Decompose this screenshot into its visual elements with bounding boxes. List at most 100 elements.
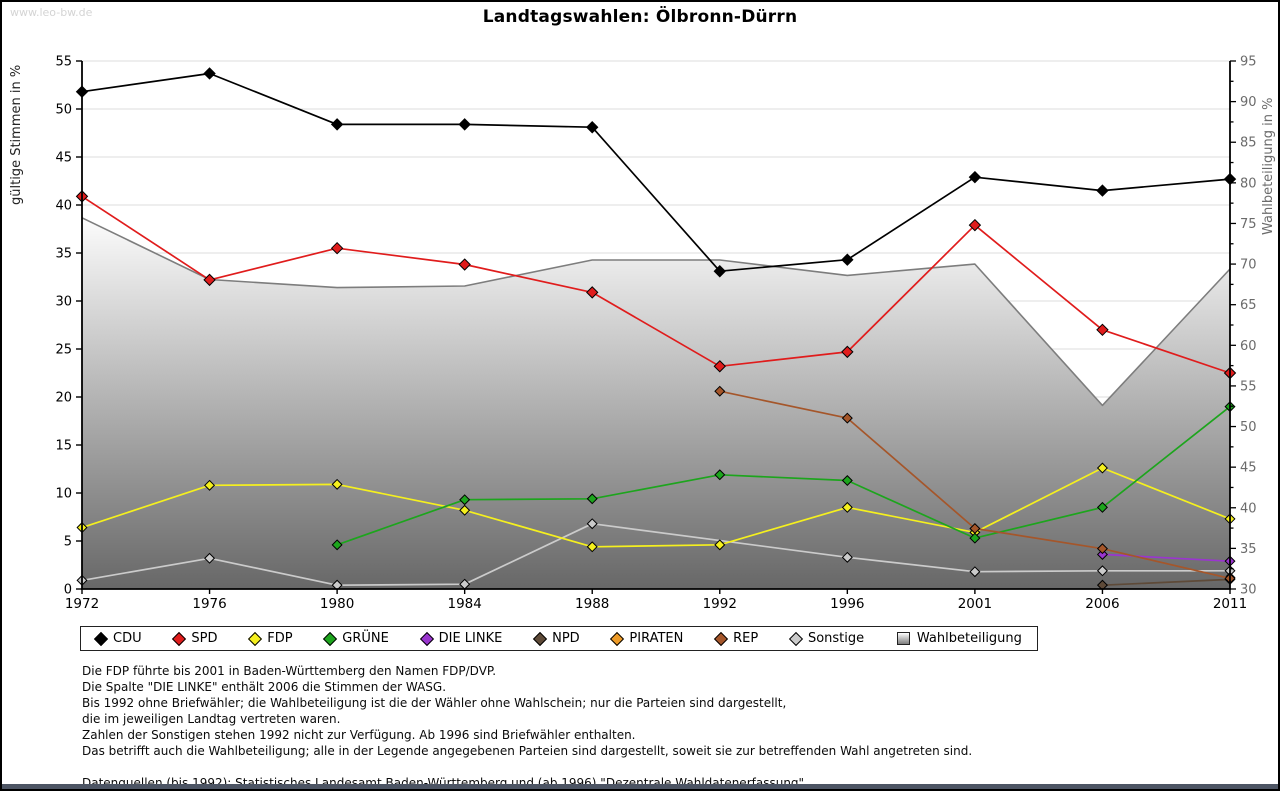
footnote-line [82, 759, 972, 775]
marker-sonstige [586, 518, 598, 530]
right-tick-label: 90 [1240, 95, 1257, 110]
right-axis-title: Wahlbeteiligung in % [1261, 98, 1276, 235]
right-tick-label: 45 [1240, 461, 1257, 476]
marker-gr-ne [1096, 501, 1108, 513]
participation-area [82, 217, 1230, 590]
series-line-spd [81, 195, 1231, 374]
marker-rep [841, 412, 853, 424]
series-gr-ne [331, 401, 1236, 551]
marker-gr-ne [714, 469, 726, 481]
legend-item-cdu: CDU [93, 631, 142, 646]
year-label: 1992 [703, 596, 737, 612]
legend: CDU SPD FDP GRÜNE DIE LINKE NPD PIRATEN REP Sons… [80, 626, 1038, 651]
legend-label-die-linke: DIE LINKE [438, 631, 503, 646]
year-label: 1972 [65, 596, 99, 612]
left-axis-title: gültige Stimmen in % [9, 65, 24, 205]
legend-label-sonstige: Sonstige [807, 631, 865, 646]
marker-fdp [331, 478, 343, 490]
marker-fdp [714, 539, 726, 551]
marker-die-linke [1096, 548, 1108, 560]
marker-cdu [968, 170, 982, 184]
marker-spd [586, 286, 599, 299]
marker-fdp [1096, 462, 1108, 474]
marker-spd [968, 218, 982, 232]
legend-item-piraten: PIRATEN [610, 631, 683, 646]
marker-rep [714, 385, 726, 397]
left-tick-label: 0 [64, 583, 72, 598]
left-tick-label: 55 [55, 55, 72, 70]
footnote-line: Das betrifft auch die Wahlbeteiligung; a… [82, 744, 973, 758]
participation-outline [81, 217, 1231, 407]
axes: 0 5 10 15 20 25 30 35 40 45 50 55 30 35 40 45 50 55 60 65 70… [55, 55, 1256, 613]
legend-label-wahlbeteiligung: Wahlbeteiligung [916, 631, 1022, 646]
right-tick-label: 65 [1240, 298, 1257, 313]
footnote-line: Zahlen der Sonstigen stehen 1992 nicht z… [82, 728, 636, 742]
marker-spd [330, 241, 344, 255]
right-tick-label: 80 [1240, 176, 1257, 191]
marker-spd [841, 345, 854, 359]
marker-cdu [330, 118, 344, 131]
year-label: 1976 [192, 596, 226, 612]
marker-spd [203, 273, 216, 287]
right-tick-label: 95 [1240, 55, 1257, 70]
right-tick-label: 75 [1240, 217, 1257, 232]
left-tick-label: 35 [55, 247, 72, 262]
footnote-line: Die FDP führte bis 2001 in Baden-Württem… [82, 664, 497, 678]
legend-label-rep: REP [733, 631, 759, 646]
legend-item-gr-ne: GRÜNE [323, 631, 389, 646]
marker-fdp [841, 501, 853, 513]
marker-spd [458, 258, 471, 271]
legend-swatch-fdp [248, 631, 263, 646]
marker-cdu [713, 265, 726, 278]
year-label: 2006 [1085, 596, 1119, 612]
right-tick-label: 50 [1240, 420, 1257, 435]
legend-swatch-piraten [610, 631, 625, 646]
year-label: 2011 [1213, 596, 1247, 612]
legend-swatch-rep [714, 631, 729, 646]
marker-gr-ne [586, 493, 598, 505]
series-cdu [75, 67, 1237, 278]
marker-gr-ne [331, 539, 343, 551]
marker-fdp [459, 504, 471, 516]
legend-swatch-spd [172, 631, 187, 646]
year-label: 1984 [447, 596, 481, 612]
legend-swatch-die-linke [419, 631, 434, 646]
right-tick-label: 30 [1240, 583, 1257, 598]
marker-gr-ne [969, 532, 981, 544]
left-tick-label: 45 [55, 151, 72, 166]
year-label: 1996 [830, 596, 864, 612]
year-label: 1980 [320, 596, 354, 612]
series-line-npd [1102, 578, 1231, 587]
series-line-die-linke [1102, 553, 1231, 563]
series-line-fdp [81, 467, 1231, 548]
legend-item-spd: SPD [172, 631, 218, 646]
left-tick-label: 40 [55, 199, 72, 214]
legend-label-cdu: CDU [113, 631, 142, 646]
marker-rep [1096, 543, 1108, 555]
legend-item-wahlbeteiligung: Wahlbeteiligung [896, 631, 1022, 646]
marker-fdp [586, 541, 598, 553]
series-spd [75, 190, 1237, 380]
marker-cdu [586, 121, 599, 134]
legend-swatch-cdu [93, 631, 109, 646]
left-tick-label: 15 [55, 439, 72, 454]
legend-label-spd: SPD [191, 631, 218, 646]
marker-cdu [203, 67, 216, 80]
marker-cdu [1096, 184, 1109, 197]
marker-spd [713, 360, 726, 373]
left-tick-label: 25 [55, 343, 72, 358]
watermark: www.leo-bw.de [10, 6, 93, 19]
year-label: 2001 [958, 596, 992, 612]
footnote-line: die im jeweiligen Landtag vertreten ware… [82, 712, 341, 726]
footnote-line: Bis 1992 ohne Briefwähler; die Wahlbetei… [82, 696, 787, 710]
marker-gr-ne [841, 475, 853, 487]
legend-item-fdp: FDP [248, 631, 293, 646]
legend-label-npd: NPD [552, 631, 580, 646]
marker-gr-ne [459, 494, 471, 506]
footnotes: Die FDP führte bis 2001 in Baden-Württem… [82, 663, 973, 789]
left-tick-label: 20 [55, 391, 72, 406]
legend-item-sonstige: Sonstige [788, 631, 865, 646]
bottom-bar [2, 784, 1278, 789]
marker-spd [1096, 323, 1109, 337]
right-tick-label: 60 [1240, 339, 1257, 354]
